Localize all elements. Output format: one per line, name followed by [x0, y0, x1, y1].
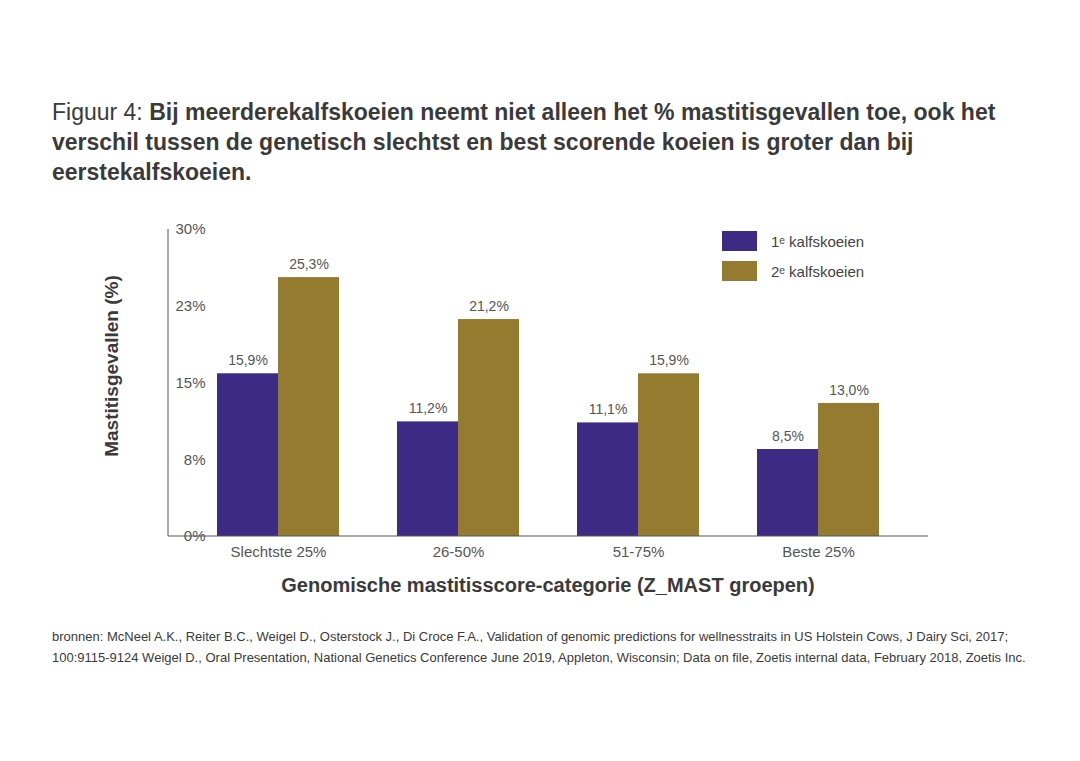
- html-text:Genomische mastitisscore-categ: Genomische mastitisscore-categorie (Z_MA…: [281, 574, 815, 596]
- svg-text:8,5%: 8,5%: [772, 428, 804, 444]
- html-text:bronnen: McNeel A.K., Reiter B: bronnen: McNeel A.K., Reiter B.C., Weige…: [52, 629, 1026, 665]
- svg-text:25,3%: 25,3%: [289, 256, 329, 272]
- svg-text:15,9%: 15,9%: [649, 352, 689, 368]
- html-text:Mastitisgevallen (%): Mastitisgevallen (%): [101, 275, 122, 457]
- svg-text:26-50%: 26-50%: [433, 543, 485, 560]
- svg-text:Beste 25%: Beste 25%: [782, 543, 855, 560]
- html-text:Figuur 4: Bij meerderekalfskoe: Figuur 4: Bij meerderekalfskoeien neemt …: [52, 99, 996, 185]
- svg-text:15%: 15%: [175, 374, 205, 391]
- svg-text:11,2%: 11,2%: [409, 400, 448, 416]
- html-text:1ᵉ kalfskoeien: 1ᵉ kalfskoeien: [771, 232, 865, 250]
- svg-text:0%: 0%: [183, 527, 206, 545]
- svg-text:15,9%: 15,9%: [228, 352, 268, 368]
- svg-text:51-75%: 51-75%: [613, 543, 665, 560]
- svg-text:23%: 23%: [175, 297, 205, 314]
- svg-text:8%: 8%: [184, 451, 206, 468]
- svg-text:30%: 30%: [175, 220, 205, 237]
- svg-text:13,0%: 13,0%: [829, 382, 869, 398]
- svg-text:21,2%: 21,2%: [469, 298, 509, 314]
- svg-text:Slechtste 25%: Slechtste 25%: [231, 543, 327, 560]
- svg-text:11,1%: 11,1%: [589, 401, 628, 417]
- html-text:2ᵉ kalfskoeien: 2ᵉ kalfskoeien: [771, 262, 865, 280]
